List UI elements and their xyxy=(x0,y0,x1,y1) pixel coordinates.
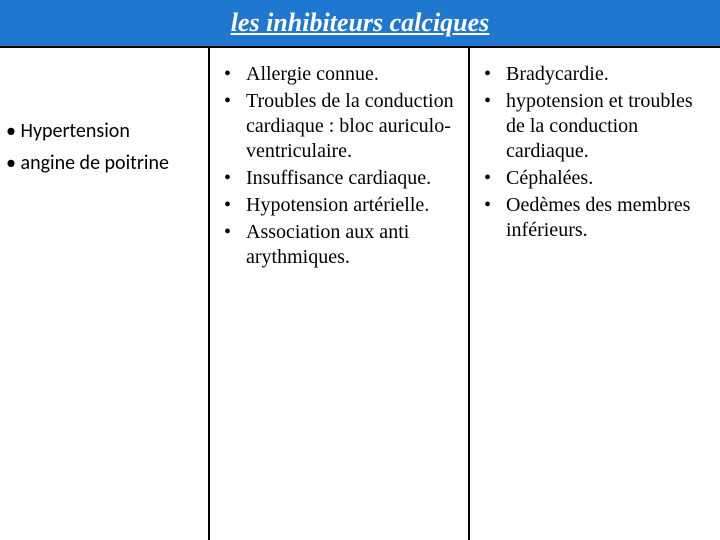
indication-text: Hypertension xyxy=(20,119,129,143)
slide-title: les inhibiteurs calciques xyxy=(231,8,490,38)
column-contraindications: Allergie connue. Troubles de la conducti… xyxy=(210,48,470,540)
item-text: Céphalées. xyxy=(506,167,593,189)
indication-text: angine de poitrine xyxy=(20,151,168,175)
sideeffects-list: Bradycardie. hypotension et troubles de … xyxy=(478,62,712,243)
title-bar: les inhibiteurs calciques xyxy=(0,0,720,48)
item-text: Troubles de la conduction cardiaque : bl… xyxy=(246,90,454,162)
list-item: Insuffisance cardiaque. xyxy=(218,166,460,191)
item-text: Bradycardie. xyxy=(506,63,609,85)
indication-item: • angine de poitrine xyxy=(6,150,200,176)
item-text: Oedèmes des membres inférieurs. xyxy=(506,194,690,241)
column-sideeffects: Bradycardie. hypotension et troubles de … xyxy=(470,48,720,540)
list-item: Allergie connue. xyxy=(218,62,460,87)
item-text: Hypotension artérielle. xyxy=(246,194,429,216)
indication-item: • Hypertension xyxy=(6,118,200,144)
column-indications: • Hypertension • angine de poitrine xyxy=(0,48,210,540)
list-item: Bradycardie. xyxy=(478,62,712,87)
item-text: Insuffisance cardiaque. xyxy=(246,167,431,189)
list-item: Association aux anti arythmiques. xyxy=(218,220,460,270)
content-row: • Hypertension • angine de poitrine Alle… xyxy=(0,48,720,540)
item-text: hypotension et troubles de la conduction… xyxy=(506,90,693,162)
list-item: Oedèmes des membres inférieurs. xyxy=(478,193,712,243)
list-item: Hypotension artérielle. xyxy=(218,193,460,218)
item-text: Allergie connue. xyxy=(246,63,379,85)
list-item: Troubles de la conduction cardiaque : bl… xyxy=(218,89,460,164)
contraindications-list: Allergie connue. Troubles de la conducti… xyxy=(218,62,460,270)
slide: les inhibiteurs calciques • Hypertension… xyxy=(0,0,720,540)
item-text: Association aux anti arythmiques. xyxy=(246,221,409,268)
list-item: Céphalées. xyxy=(478,166,712,191)
list-item: hypotension et troubles de la conduction… xyxy=(478,89,712,164)
